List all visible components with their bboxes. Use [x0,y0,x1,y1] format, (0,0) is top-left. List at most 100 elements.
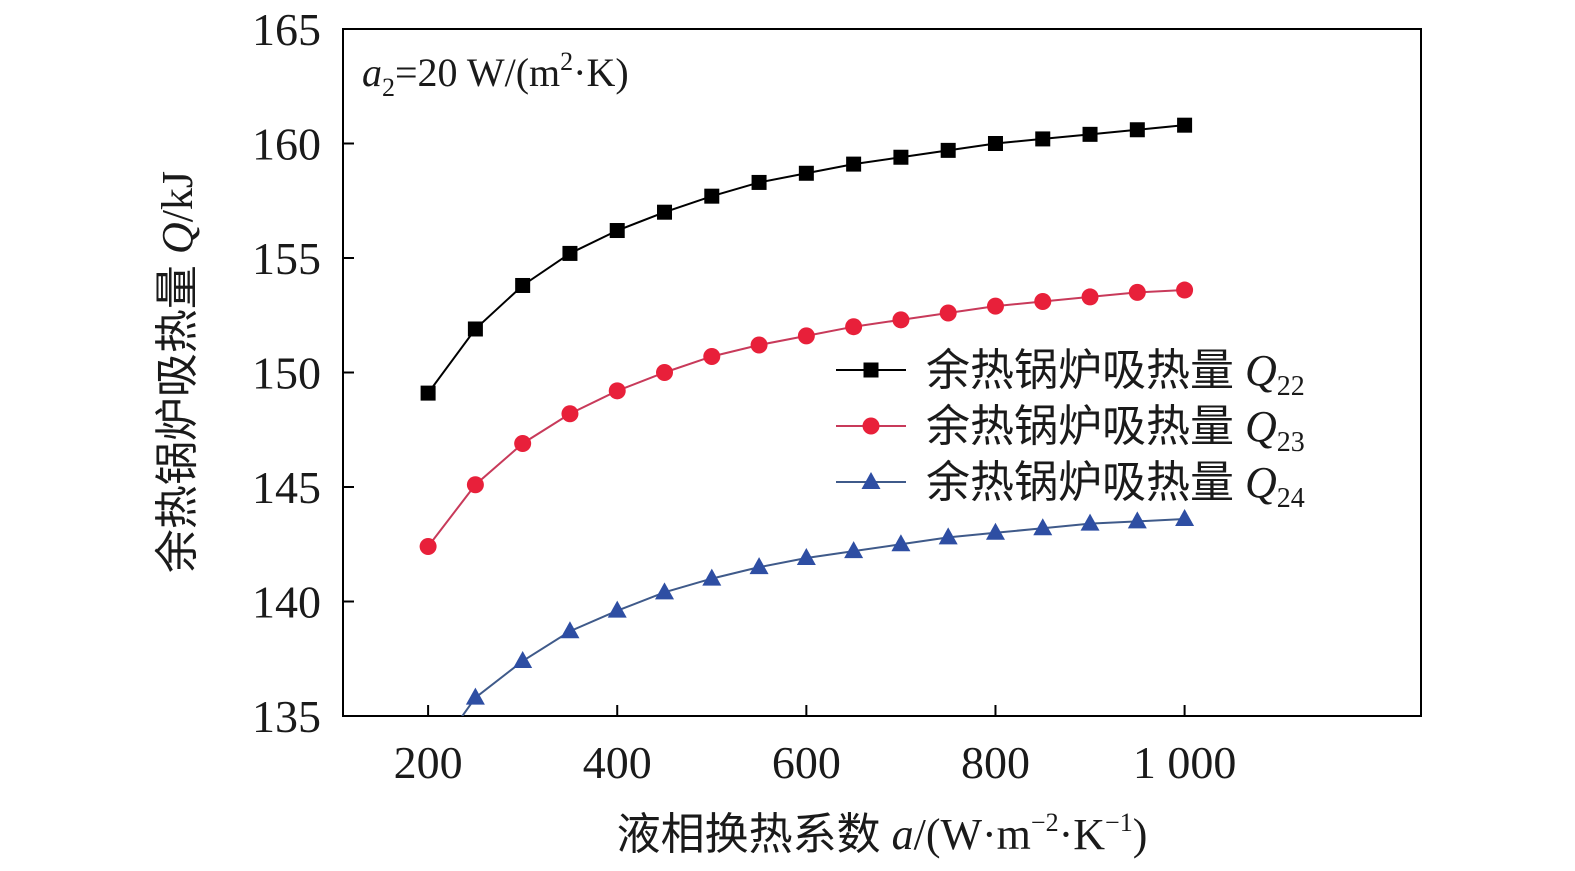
data-point-22 [940,142,956,158]
data-point-22 [893,149,909,165]
x-tick-label: 800 [961,737,1030,788]
data-point-23 [656,364,674,381]
data-point-22 [751,174,767,190]
legend-label-subscript: 23 [1277,427,1305,458]
x-tick-label: 1 000 [1133,737,1237,788]
data-point-23 [561,405,579,423]
legend-label-name: 余热锅炉吸热量 [926,458,1245,507]
data-point-23 [1081,288,1099,306]
data-point-24 [985,522,1005,540]
x-tick-label: 400 [583,737,652,788]
data-point-24 [465,687,485,705]
y-tick-label: 160 [252,119,321,170]
data-point-23 [703,347,721,365]
data-point-23 [466,476,484,494]
legend-item-23: 余热锅炉吸热量 Q23 [836,402,1305,458]
legend-label: 余热锅炉吸热量 Q24 [926,458,1305,514]
annotation-symbol: a [362,50,382,95]
legend-label-name: 余热锅炉吸热量 [926,346,1245,395]
series-24 [461,509,1195,716]
data-point-24 [1033,518,1053,536]
data-point-24 [607,600,627,618]
data-point-24 [560,621,580,639]
data-point-23 [608,382,626,400]
data-point-22 [1129,122,1145,138]
data-point-24 [938,527,958,545]
data-point-23 [986,297,1004,315]
y-tick-label: 145 [252,462,321,513]
x-axis-title-symbol: a [892,810,914,859]
y-axis-title-symbol: Q [153,222,202,254]
y-tick-label: 140 [252,577,321,628]
data-point-22 [1177,117,1193,133]
data-point-22 [1035,131,1051,147]
x-axis-title: 液相换热系数 a/(W·m−2·K−1) [617,808,1148,859]
data-point-24 [513,651,533,669]
data-point-24 [1080,513,1100,531]
data-point-24 [891,534,911,552]
annotation: a2=20 W/(m2·K) [362,47,629,102]
data-point-24 [1127,511,1147,529]
legend-item-22: 余热锅炉吸热量 Q22 [836,346,1305,402]
annotation-text-end: ·K) [573,50,629,95]
y-tick-label: 135 [252,691,321,742]
data-point-24 [749,557,769,575]
data-point-24 [1175,509,1195,527]
y-tick-label: 165 [252,4,321,55]
legend-label-name: 余热锅炉吸热量 [926,402,1245,451]
data-point-23 [939,304,957,322]
legend-marker [862,417,880,435]
legend-label-symbol: Q [1245,346,1277,395]
data-point-23 [750,336,768,354]
data-point-23 [845,318,863,336]
series-23 [419,281,1194,556]
data-point-22 [987,136,1003,151]
x-axis-title-unit-prefix: /(W·m [914,810,1031,859]
data-point-24 [796,547,816,565]
x-axis-title-unit-mid: ·K [1059,810,1106,859]
data-point-23 [1128,283,1146,301]
data-point-23 [892,311,910,329]
data-point-23 [419,538,437,556]
data-point-22 [467,321,483,337]
axes: 200 400 600 800 1 000 135 140 145 150 155 160 165 [252,4,1236,788]
data-point-22 [704,188,720,204]
annotation-superscript: 2 [560,47,573,76]
legend-label-subscript: 22 [1277,371,1305,402]
legend-label-subscript: 24 [1277,483,1305,514]
x-axis-title-unit-end: ) [1133,810,1148,859]
series-22 [420,117,1193,401]
data-point-22 [562,245,578,261]
data-point-22 [657,204,673,220]
annotation-text: =20 W/(m [395,50,560,95]
y-tick-label: 150 [252,348,321,399]
x-tick-label: 200 [394,737,463,788]
data-point-24 [702,568,722,586]
data-point-24 [844,541,864,559]
x-axis-title-unit-sup1: −2 [1031,808,1059,837]
data-point-22 [1082,126,1098,142]
data-point-22 [609,223,625,239]
legend-label-symbol: Q [1245,402,1277,451]
data-point-22 [420,385,436,401]
data-point-22 [515,277,531,293]
y-axis-title-text: 余热锅炉吸热量 [153,254,202,573]
legend-label-symbol: Q [1245,458,1277,507]
legend-item-24: 余热锅炉吸热量 Q24 [836,458,1305,514]
legend-marker [861,472,881,489]
x-axis-title-text: 液相换热系数 [617,810,892,859]
data-point-22 [846,156,862,172]
x-axis-title-unit-sup2: −1 [1105,808,1133,837]
annotation-subscript: 2 [382,73,395,102]
y-tick-label: 155 [252,233,321,284]
legend-label: 余热锅炉吸热量 Q22 [926,346,1305,402]
y-axis-title: 余热锅炉吸热量 Q/kJ [153,171,202,573]
data-point-23 [1176,281,1194,299]
y-axis-title-unit: /kJ [153,171,202,222]
x-tick-label: 600 [772,737,841,788]
data-point-23 [514,434,532,452]
data-point-23 [797,327,815,345]
data-point-22 [798,165,814,181]
